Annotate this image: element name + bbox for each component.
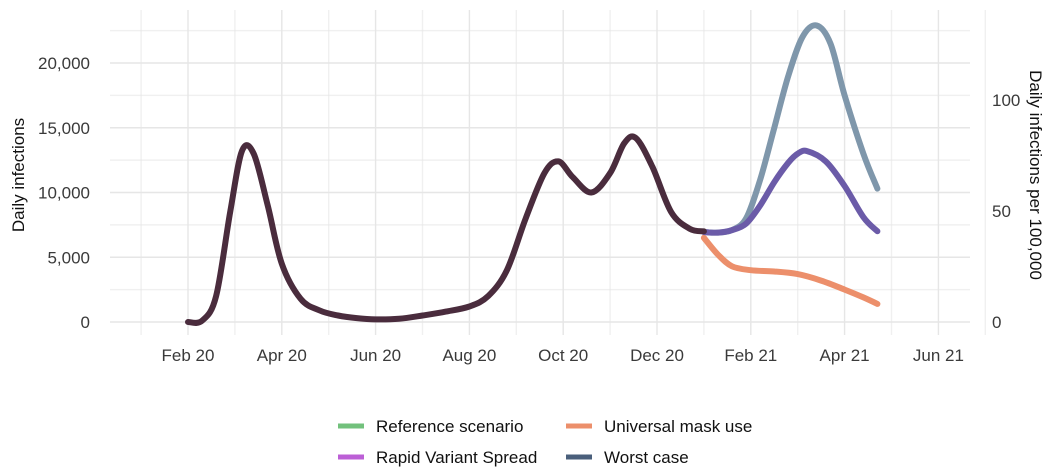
x-tick-label-6: Feb 21: [724, 346, 777, 365]
y-tick-label-4: 20,000: [38, 54, 90, 73]
y2-tick-label-1: 50: [992, 202, 1011, 221]
y-tick-label-0: 0: [81, 313, 90, 332]
y-axis-ticks: 0 5,000 10,000 15,000 20,000: [38, 54, 90, 332]
x-tick-label-2: Jun 20: [350, 346, 401, 365]
x-tick-label-7: Apr 21: [820, 346, 870, 365]
y-tick-label-3: 15,000: [38, 119, 90, 138]
legend-label-1: Universal mask use: [604, 417, 752, 436]
x-tick-label-1: Apr 20: [257, 346, 307, 365]
legend: Reference scenario Universal mask use Rapi…: [338, 417, 752, 467]
series-layer: [185, 22, 881, 326]
y2-axis-ticks: 0 50 100: [992, 91, 1020, 332]
series-line-universal-mask-use: [700, 234, 881, 307]
x-tick-label-0: Feb 20: [162, 346, 215, 365]
y-tick-label-1: 5,000: [47, 248, 90, 267]
legend-label-0: Reference scenario: [376, 417, 523, 436]
y-axis-title: Daily infections: [9, 118, 28, 232]
series-line-rapid-variant-spread: [700, 147, 881, 236]
x-axis-ticks: Feb 20 Apr 20 Jun 20 Aug 20 Oct 20 Dec 20 Feb …: [162, 346, 964, 365]
legend-label-2: Rapid Variant Spread: [376, 448, 537, 467]
y2-axis-title: Daily infections per 100,000: [1026, 70, 1045, 280]
x-tick-label-4: Oct 20: [538, 346, 588, 365]
x-tick-label-3: Aug 20: [442, 346, 496, 365]
y2-tick-label-0: 0: [992, 313, 1001, 332]
x-tick-label-8: Jun 21: [913, 346, 964, 365]
legend-label-3: Worst case: [604, 448, 689, 467]
y-tick-label-2: 10,000: [38, 184, 90, 203]
y2-tick-label-2: 100: [992, 91, 1020, 110]
series-line-history: [185, 133, 707, 326]
x-tick-label-5: Dec 20: [630, 346, 684, 365]
